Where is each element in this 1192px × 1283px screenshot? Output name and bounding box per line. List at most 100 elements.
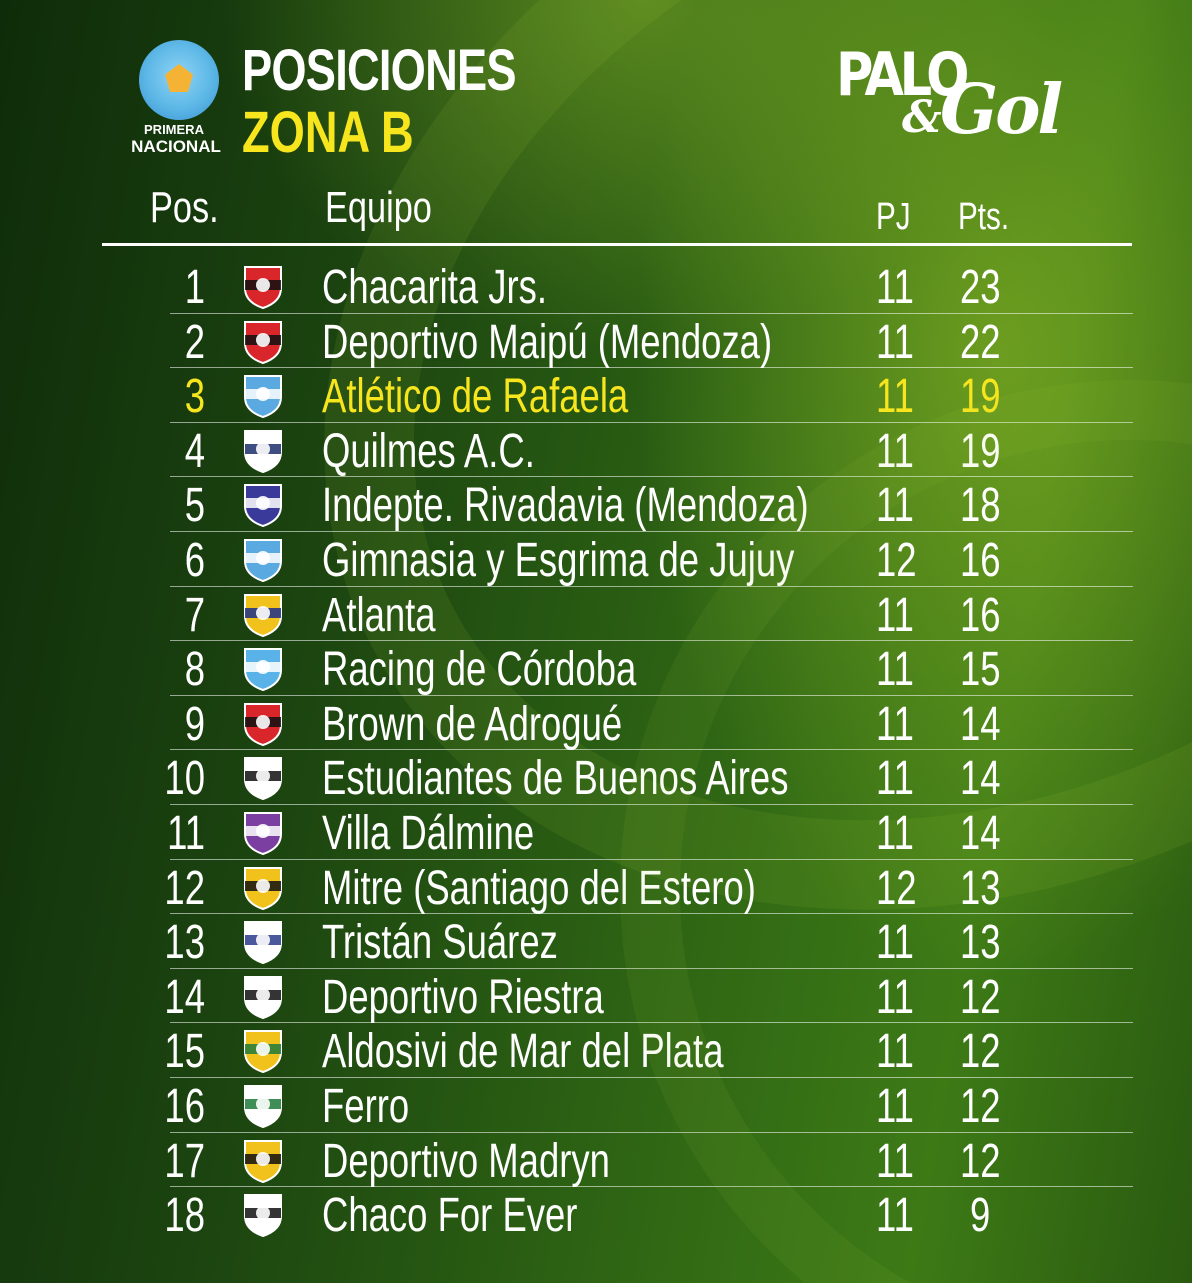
table-row: 18 Chaco For Ever 11 9 (0, 1187, 1192, 1242)
table-row: 5 Indepte. Rivadavia (Mendoza) 11 18 (0, 477, 1192, 532)
row-divider (170, 1076, 1133, 1078)
villa-dalmine-crest-icon (241, 810, 285, 856)
racing-cordoba-crest-icon-shape (244, 648, 282, 692)
madryn-crest-icon-shape (244, 1139, 282, 1183)
row-divider (170, 694, 1133, 696)
row-position: 12 (164, 861, 205, 915)
page-title: POSICIONES (242, 38, 517, 103)
maipu-crest-icon (241, 319, 285, 365)
column-header-team: Equipo (325, 183, 432, 232)
row-team-name: Estudiantes de Buenos Aires (322, 752, 789, 806)
gimnasia-jujuy-crest-icon-shape (244, 538, 282, 583)
row-games-played: 11 (876, 916, 914, 970)
row-points: 15 (960, 643, 1001, 697)
riestra-crest-icon-shape (244, 975, 282, 1019)
row-points: 14 (960, 806, 1001, 860)
row-position: 17 (164, 1134, 205, 1188)
column-header-pos: Pos. (150, 183, 219, 232)
ferro-crest-icon-shape (244, 1084, 282, 1128)
brand-gol-text: Gol (940, 70, 1063, 150)
row-points: 18 (960, 479, 1001, 533)
row-team-name: Atlético de Rafaela (322, 370, 629, 424)
rafaela-crest-icon (241, 373, 285, 419)
chacarita-crest-icon-shape (244, 266, 282, 310)
row-team-name: Chaco For Ever (322, 1189, 578, 1243)
estudiantes-ba-crest-icon (241, 755, 285, 801)
brand-ampersand: & (902, 92, 942, 143)
row-position: 10 (164, 752, 205, 806)
row-points: 12 (960, 1134, 1001, 1188)
row-points: 19 (960, 370, 1001, 424)
brown-adrogue-crest-icon (241, 701, 285, 747)
estudiantes-ba-crest-icon-shape (244, 757, 282, 801)
standings-table: 1 Chacarita Jrs. 11 23 2 Deportivo Maipú (Men… (0, 259, 1192, 1242)
table-row: 7 Atlanta 11 16 (0, 587, 1192, 642)
row-position: 2 (184, 315, 205, 369)
league-name-line1: PRIMERA (144, 122, 204, 137)
row-games-played: 11 (876, 315, 914, 369)
row-divider (170, 367, 1133, 369)
chaco-for-ever-crest-icon (241, 1192, 285, 1238)
table-row: 3 Atlético de Rafaela 11 19 (0, 368, 1192, 423)
row-team-name: Mitre (Santiago del Estero) (322, 861, 756, 915)
table-row: 9 Brown de Adrogué 11 14 (0, 696, 1192, 751)
rafaela-crest-icon-shape (244, 375, 282, 419)
table-row: 10 Estudiantes de Buenos Aires 11 14 (0, 750, 1192, 805)
row-team-name: Racing de Córdoba (322, 643, 637, 697)
row-team-name: Chacarita Jrs. (322, 261, 548, 314)
row-position: 11 (167, 806, 205, 860)
row-position: 8 (184, 643, 205, 697)
row-points: 12 (960, 1025, 1001, 1079)
row-points: 13 (960, 861, 1001, 915)
atlanta-crest-icon (241, 592, 285, 638)
row-games-played: 11 (876, 697, 914, 751)
row-team-name: Indepte. Rivadavia (Mendoza) (322, 479, 809, 533)
row-points: 9 (970, 1189, 991, 1243)
row-games-played: 11 (876, 479, 914, 533)
row-team-name: Ferro (322, 1079, 410, 1133)
table-row: 4 Quilmes A.C. 11 19 (0, 423, 1192, 478)
row-team-name: Villa Dálmine (322, 806, 535, 860)
row-games-played: 12 (876, 861, 917, 915)
row-position: 13 (164, 916, 205, 970)
maipu-crest-icon-shape (244, 320, 282, 364)
mitre-crest-icon (241, 865, 285, 911)
row-points: 16 (960, 533, 1001, 587)
column-header-pts: Pts. (958, 196, 1010, 238)
table-row: 6 Gimnasia y Esgrima de Jujuy 12 16 (0, 532, 1192, 587)
table-row: 1 Chacarita Jrs. 11 23 (0, 259, 1192, 314)
row-position: 4 (184, 424, 205, 478)
row-games-played: 11 (876, 643, 914, 697)
table-row: 17 Deportivo Madryn 11 12 (0, 1133, 1192, 1188)
row-points: 22 (960, 315, 1001, 369)
row-team-name: Brown de Adrogué (322, 697, 623, 751)
row-team-name: Gimnasia y Esgrima de Jujuy (322, 533, 795, 587)
row-position: 3 (184, 370, 205, 424)
row-divider (170, 1131, 1133, 1133)
row-games-played: 11 (876, 370, 914, 424)
row-team-name: Atlanta (322, 588, 436, 642)
mitre-crest-icon-shape (244, 866, 282, 910)
row-position: 7 (184, 588, 205, 642)
row-team-name: Deportivo Madryn (322, 1134, 610, 1188)
brown-adrogue-crest-icon-shape (244, 702, 282, 746)
table-row: 2 Deportivo Maipú (Mendoza) 11 22 (0, 314, 1192, 369)
madryn-crest-icon (241, 1138, 285, 1184)
aldosivi-crest-icon (241, 1028, 285, 1074)
aldosivi-crest-icon-shape (244, 1030, 282, 1074)
tristan-suarez-crest-icon (241, 919, 285, 965)
primera-nacional-logo: PRIMERA NACIONAL (124, 40, 234, 160)
quilmes-crest-icon (241, 428, 285, 474)
row-games-played: 11 (876, 1189, 914, 1243)
tristan-suarez-crest-icon-shape (244, 921, 282, 965)
row-position: 15 (164, 1025, 205, 1079)
row-team-name: Tristán Suárez (322, 916, 558, 970)
table-row: 14 Deportivo Riestra 11 12 (0, 969, 1192, 1024)
chaco-for-ever-crest-icon-shape (244, 1194, 282, 1238)
row-points: 12 (960, 970, 1001, 1024)
row-position: 18 (164, 1189, 205, 1243)
villa-dalmine-crest-icon-shape (244, 811, 282, 855)
row-position: 16 (164, 1079, 205, 1133)
row-games-played: 11 (876, 1025, 914, 1079)
row-points: 19 (960, 424, 1001, 478)
